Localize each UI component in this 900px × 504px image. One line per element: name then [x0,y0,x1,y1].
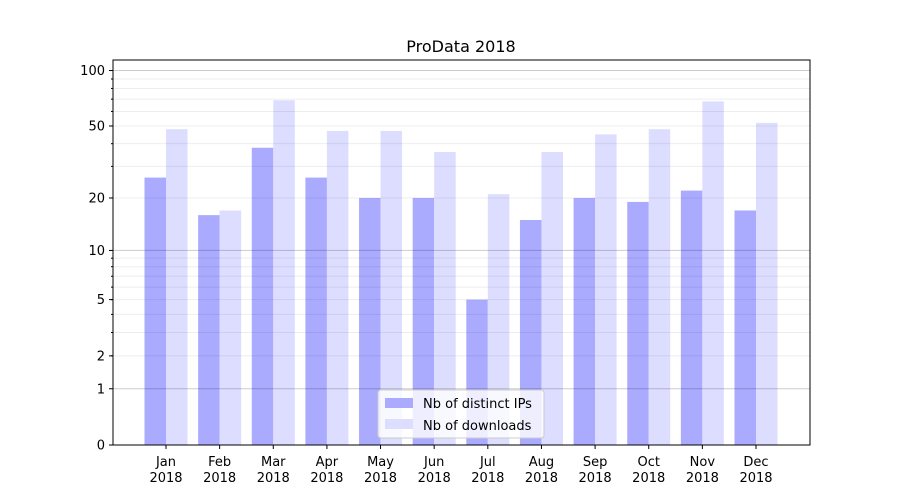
y-tick-label: 0 [97,439,105,454]
x-tick-label: Jun 2018 [418,455,451,486]
bar-ips [573,197,596,445]
legend: Nb of distinct IPs Nb of downloads [377,389,545,439]
bar-ips [198,215,220,445]
bar-downloads [595,134,617,445]
y-tick-label: 1 [97,382,105,397]
y-tick-label: 50 [88,119,105,134]
bar-ips [251,147,274,446]
y-tick-label: 100 [80,64,105,79]
x-tick-label: Feb 2018 [203,455,236,486]
bar-downloads [487,194,510,445]
bar-ips [734,210,756,445]
y-tick-label: 10 [88,244,105,259]
legend-swatch-ips [385,398,413,408]
bar-ips [680,190,703,445]
x-tick-label: Jul 2018 [471,455,504,486]
x-tick-label: Dec 2018 [739,455,772,486]
y-tick-label: 20 [88,191,105,206]
x-tick-label: Apr 2018 [310,455,343,486]
chart-title: ProData 2018 [406,37,515,56]
x-tick-label: May 2018 [364,455,397,486]
bar-downloads [648,129,671,445]
bar-downloads [166,129,188,445]
bar-ips [144,177,166,445]
legend-label-ips: Nb of distinct IPs [423,397,532,412]
x-tick-label: Oct 2018 [632,455,665,486]
bar-downloads [756,122,778,445]
bar-downloads [541,152,563,445]
bar-downloads [273,100,295,446]
legend-label-downloads: Nb of downloads [423,419,532,434]
x-tick-label: Aug 2018 [525,455,558,486]
plot-frame [112,59,811,446]
bar-downloads [702,101,724,445]
bar-ips [519,220,542,445]
y-tick-label: 5 [97,293,105,308]
y-tick-label: 2 [97,349,105,364]
bar-downloads [326,130,349,445]
bar-ips [359,197,381,445]
bar-ips [627,201,649,445]
bar-ips [305,177,327,445]
bar-downloads [219,210,242,445]
x-tick-label: Nov 2018 [686,455,719,486]
bar-ips [412,197,435,445]
x-tick-label: Mar 2018 [257,455,290,486]
bar-downloads [434,152,456,445]
x-tick-label: Sep 2018 [579,455,612,486]
bar-downloads [380,130,403,445]
x-tick-label: Jan 2018 [149,455,182,486]
legend-swatch-downloads [385,419,413,429]
